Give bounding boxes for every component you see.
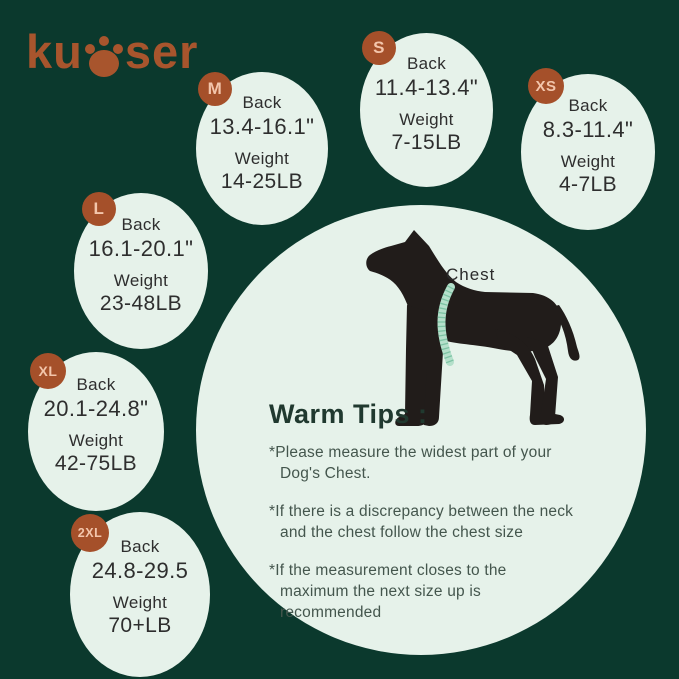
size-badge-label: S <box>373 38 385 57</box>
back-label: Back <box>242 93 282 112</box>
brand-logo: ku ser <box>26 24 198 79</box>
weight-label: Weight <box>113 271 169 290</box>
size-badge-label: XS <box>535 77 557 95</box>
size-badge-label: XL <box>38 363 58 379</box>
back-label: Back <box>407 54 446 73</box>
weight-value: 4-7LB <box>558 173 618 196</box>
warm-tips-section: Warm Tips : *Please measure the widest p… <box>269 399 575 640</box>
logo-text-ser: ser <box>124 25 199 78</box>
size-circle-xs: XS Back 8.3-11.4" Weight 4-7LB <box>521 68 655 230</box>
size-circle-s: S Back 11.4-13.4" Weight 7-15LB <box>360 31 493 187</box>
warm-tip-size-up: *If the measurement closes to the maximu… <box>269 561 507 622</box>
size-circle-l: L Back 16.1-20.1" Weight 23-48LB <box>74 192 208 349</box>
back-label: Back <box>120 537 160 556</box>
size-badge-m: M <box>198 72 232 106</box>
back-value: 24.8-29.5 <box>91 558 189 583</box>
weight-value: 23-48LB <box>99 292 183 315</box>
size-diagram-circle: Chest Warm Tips : *Please measure the wi… <box>196 205 646 655</box>
warm-tip-measure-chest: *Please measure the widest part of your … <box>269 444 552 483</box>
size-badge-xl: XL <box>30 353 66 389</box>
warm-tips-title: Warm Tips : <box>269 399 428 429</box>
back-value: 16.1-20.1" <box>88 236 194 261</box>
size-badge-s: S <box>362 31 396 65</box>
chest-label: Chest <box>446 265 496 284</box>
weight-label: Weight <box>112 593 168 612</box>
size-badge-label: M <box>207 79 223 98</box>
weight-label: Weight <box>234 149 290 168</box>
back-value: 8.3-11.4" <box>542 117 634 142</box>
dog-silhouette-graphic <box>366 230 580 426</box>
weight-value: 14-25LB <box>220 170 304 193</box>
size-circle-m: M Back 13.4-16.1" Weight 14-25LB <box>196 72 328 225</box>
weight-label: Weight <box>399 110 454 129</box>
size-badge-label: L <box>93 199 105 218</box>
weight-label: Weight <box>68 431 124 450</box>
paw-icon <box>84 33 123 79</box>
weight-value: 42-75LB <box>54 452 138 475</box>
dog-silhouette <box>366 230 580 426</box>
size-circle-2xl: 2XL Back 24.8-29.5 Weight 70+LB <box>70 512 210 677</box>
size-badge-label: 2XL <box>77 526 103 540</box>
back-label: Back <box>568 96 608 115</box>
weight-value: 7-15LB <box>391 131 462 154</box>
back-value: 11.4-13.4" <box>374 75 479 100</box>
logo-text-ku: ku <box>26 25 83 78</box>
chest-tape <box>437 283 455 366</box>
size-circle-xl: XL Back 20.1-24.8" Weight 42-75LB <box>28 352 164 511</box>
back-value: 20.1-24.8" <box>43 396 149 421</box>
size-badge-xs: XS <box>528 68 564 104</box>
warm-tip-discrepancy: *If there is a discrepancy between the n… <box>269 502 574 542</box>
back-label: Back <box>76 375 116 394</box>
size-badge-2xl: 2XL <box>71 514 109 552</box>
weight-value: 70+LB <box>108 614 172 637</box>
size-badge-l: L <box>82 192 116 226</box>
back-value: 13.4-16.1" <box>209 114 315 139</box>
weight-label: Weight <box>560 152 616 171</box>
back-label: Back <box>121 215 161 234</box>
